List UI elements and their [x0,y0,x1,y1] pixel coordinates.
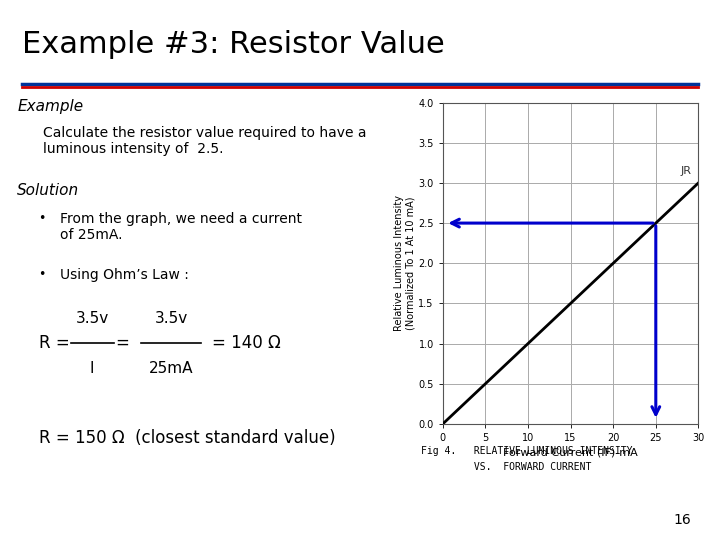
Text: Example #3: Resistor Value: Example #3: Resistor Value [22,30,444,59]
Text: Solution: Solution [17,183,79,198]
Text: = 140 Ω: = 140 Ω [212,334,281,352]
Text: =: = [115,334,129,352]
X-axis label: Forward Current (IF)-mA: Forward Current (IF)-mA [503,447,638,457]
Text: 16: 16 [673,512,691,526]
Text: Fig 4.   RELATIVE LUMINOUS INTENSITY: Fig 4. RELATIVE LUMINOUS INTENSITY [421,446,633,456]
Text: 3.5v: 3.5v [76,310,109,326]
Text: I: I [90,361,94,375]
Text: R = 150 Ω  (closest standard value): R = 150 Ω (closest standard value) [39,429,336,447]
Text: Using Ohm’s Law :: Using Ohm’s Law : [60,268,189,282]
Text: 25mA: 25mA [149,361,194,375]
Y-axis label: Relative Luminous Intensity
(Normalized To 1 At 10 mA): Relative Luminous Intensity (Normalized … [394,195,415,331]
Text: •: • [39,268,46,281]
Text: From the graph, we need a current
of 25mA.: From the graph, we need a current of 25m… [60,212,302,242]
Text: 3.5v: 3.5v [155,310,188,326]
Text: JR: JR [680,166,692,177]
Text: Calculate the resistor value required to have a
luminous intensity of  2.5.: Calculate the resistor value required to… [43,126,366,156]
Text: VS.  FORWARD CURRENT: VS. FORWARD CURRENT [421,462,592,472]
Text: Example: Example [17,99,84,114]
Text: •: • [39,212,46,225]
Text: R =: R = [39,334,75,352]
